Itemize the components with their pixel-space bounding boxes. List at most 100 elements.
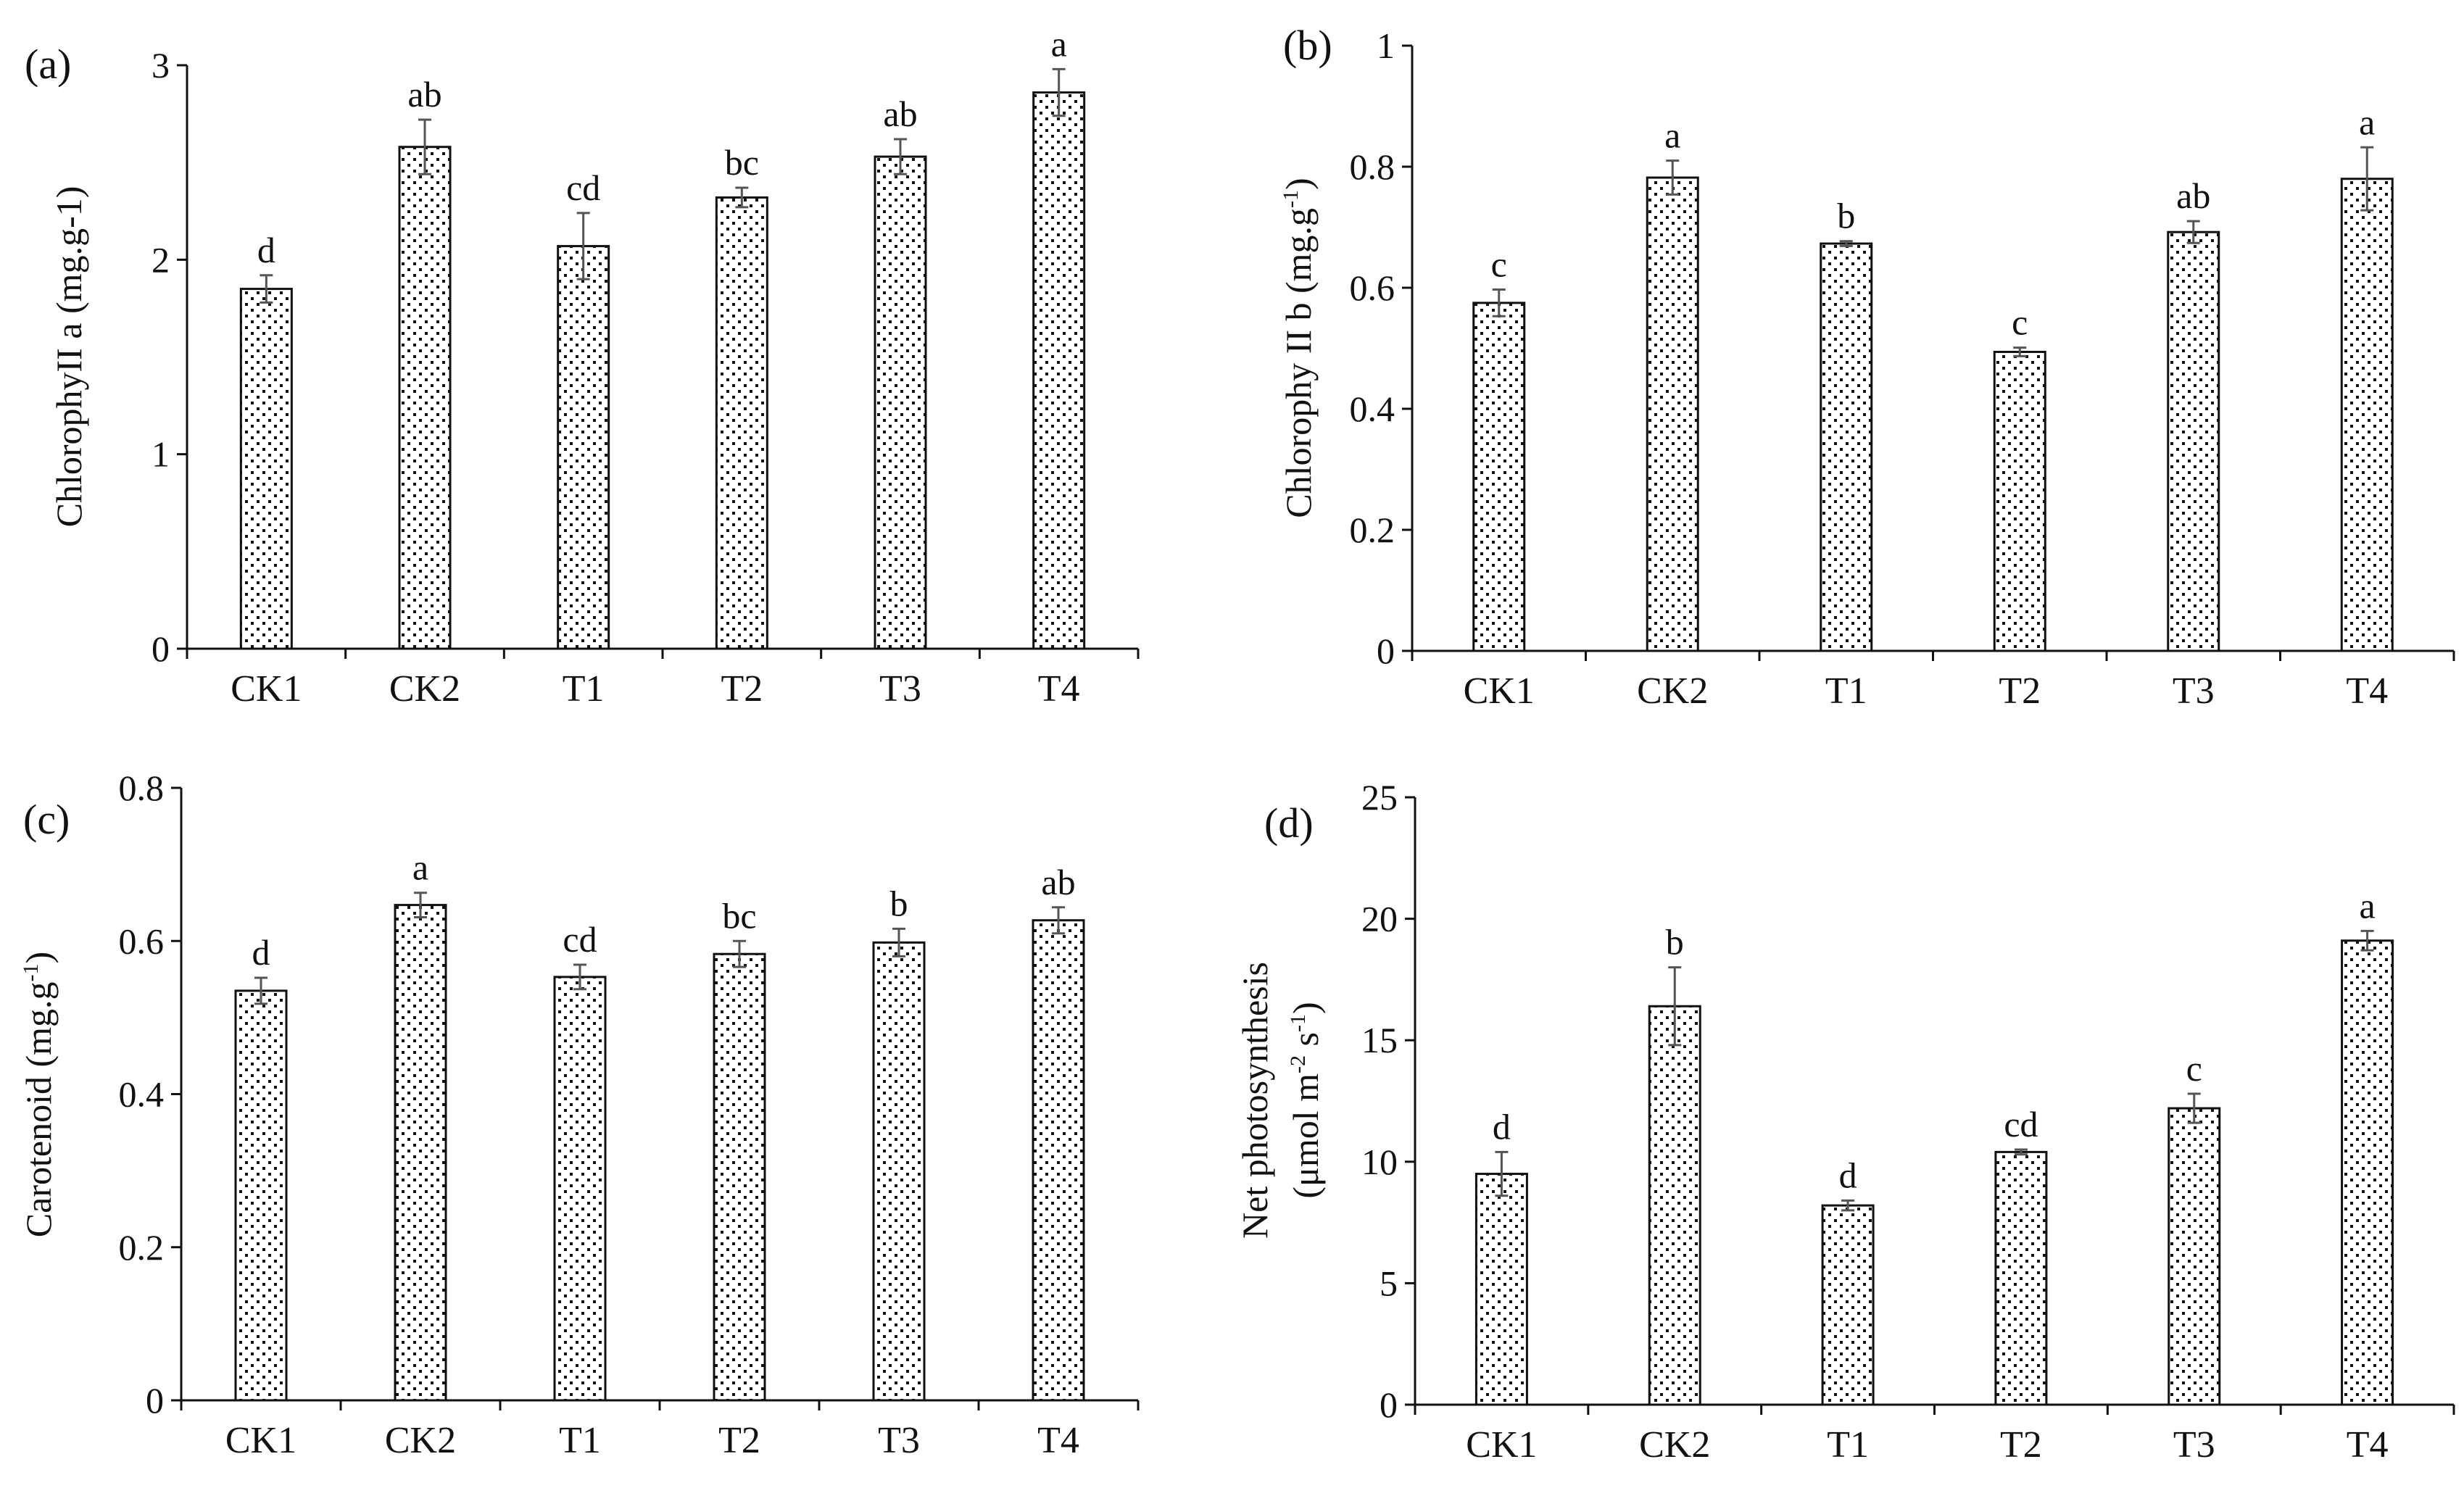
panel-label: (c)	[23, 796, 70, 843]
bar	[2167, 230, 2220, 652]
x-tick-label: CK2	[389, 668, 460, 710]
bar	[1994, 1150, 2048, 1406]
significance-label: a	[1051, 23, 1067, 64]
y-tick-label: 0.8	[119, 768, 165, 808]
significance-label: c	[2186, 1048, 2202, 1089]
significance-label: d	[252, 932, 270, 973]
y-tick-label: 3	[152, 45, 170, 86]
x-tick-label: T4	[1038, 668, 1080, 710]
axis-title-superscript: -1	[19, 963, 43, 981]
y-tick-label: 0	[146, 1380, 164, 1421]
bar	[1032, 91, 1086, 650]
y-axis-title: Net photosynthesis	[1235, 962, 1275, 1239]
y-tick-label: 1	[1377, 25, 1395, 66]
x-tick-label: T3	[2173, 1424, 2215, 1466]
significance-label: ab	[2176, 175, 2210, 216]
significance-label: b	[890, 883, 908, 923]
y-axis-title: ChlorophyII a (mg.g-1)	[49, 186, 89, 528]
y-tick-label: 0	[1380, 1384, 1398, 1425]
significance-label: bc	[722, 895, 756, 936]
panel-label: (b)	[1283, 22, 1332, 69]
y-tick-label: 0.8	[1350, 146, 1395, 187]
x-tick-label: CK1	[231, 668, 302, 710]
x-tick-label: CK1	[1466, 1424, 1537, 1466]
bar	[2341, 939, 2394, 1406]
bar	[239, 288, 293, 650]
y-tick-label: 5	[1380, 1263, 1398, 1303]
y-tick-label: 0.6	[119, 921, 165, 961]
significance-label: a	[412, 847, 428, 888]
y-tick-label: 2	[152, 239, 170, 280]
x-tick-label: T4	[1037, 1420, 1079, 1461]
bar	[1474, 1173, 1528, 1406]
bar	[872, 941, 926, 1402]
bar	[1646, 176, 1699, 652]
significance-label: cd	[566, 167, 600, 208]
x-tick-label: T2	[2000, 1424, 2042, 1466]
bar	[1820, 242, 1873, 652]
significance-label: b	[1837, 196, 1855, 236]
y-tick-label: 15	[1361, 1020, 1398, 1060]
significance-label: cd	[2004, 1104, 2038, 1144]
y-axis-title: Carotenoid (mg.g-1)	[18, 952, 59, 1237]
bar	[715, 196, 768, 650]
axis-title-superscript: -1	[1279, 190, 1303, 208]
x-tick-label: CK1	[225, 1420, 296, 1461]
x-tick-label: T3	[879, 668, 921, 710]
significance-label: a	[1664, 115, 1680, 156]
significance-label: a	[2359, 101, 2375, 142]
significance-label: d	[257, 230, 275, 270]
chart-panel: (a) 0 1 2 3 d CK1 ab CK2 cd T1 bc T2 ab T3 a T4 Chlorophy…	[25, 23, 1140, 710]
y-tick-label: 25	[1361, 777, 1398, 818]
significance-label: ab	[407, 74, 441, 115]
bar	[874, 155, 927, 650]
y-tick-label: 10	[1361, 1142, 1398, 1182]
bar	[1032, 919, 1085, 1402]
bar	[234, 989, 288, 1402]
y-tick-label: 0	[1377, 631, 1395, 671]
x-tick-label: T1	[563, 668, 605, 710]
significance-label: cd	[563, 919, 597, 960]
chart-panel: (d) 0 5 10 15 20 25 d CK1 b CK2 d T1 cd T2 c T3 a T4 Net ph…	[1235, 777, 2455, 1466]
bar	[557, 245, 610, 650]
x-tick-label: T2	[718, 1420, 760, 1461]
x-tick-label: CK2	[1639, 1424, 1710, 1466]
x-tick-label: T4	[2347, 1424, 2389, 1466]
x-tick-label: T3	[878, 1420, 920, 1461]
panel-label: (a)	[25, 41, 71, 88]
x-tick-label: CK1	[1464, 670, 1535, 712]
y-axis-title: Chlorophy II b (mg.g-1)	[1278, 178, 1319, 518]
significance-label: ab	[883, 94, 917, 134]
axis-title-superscript: -1	[1286, 1014, 1310, 1032]
significance-label: d	[1839, 1155, 1857, 1195]
y-tick-label: 1	[152, 434, 170, 475]
chart-panel: (c) 0 0.2 0.4 0.6 0.8 d CK1 a CK2 cd T1 bc T2 b T3 ab T4 C…	[18, 768, 1140, 1461]
x-tick-label: T2	[1999, 670, 2041, 712]
x-tick-label: T1	[1827, 1424, 1869, 1466]
axis-title-superscript: -2	[1286, 1055, 1310, 1073]
significance-label: ab	[1041, 862, 1075, 902]
chart-panel: (b) 0 0.2 0.4 0.6 0.8 1 c CK1 a CK2 b T1 c T2 ab T3 a T4 Ch…	[1278, 22, 2455, 712]
y-tick-label: 0.4	[119, 1074, 165, 1115]
x-tick-label: T1	[1825, 670, 1867, 712]
bar	[1648, 1005, 1701, 1406]
bar	[394, 904, 447, 1402]
significance-label: d	[1493, 1106, 1511, 1147]
y-tick-label: 0.6	[1350, 267, 1395, 308]
bar	[2340, 178, 2394, 652]
significance-label: c	[2012, 302, 2028, 343]
bar	[2168, 1107, 2221, 1406]
bar	[1472, 302, 1526, 652]
y-tick-label: 0.2	[119, 1227, 165, 1268]
y-tick-label: 20	[1361, 899, 1398, 939]
significance-label: c	[1491, 244, 1507, 285]
x-tick-label: T4	[2346, 670, 2388, 712]
bar	[553, 976, 607, 1402]
y-tick-label: 0.2	[1350, 510, 1395, 550]
panel-label: (d)	[1264, 799, 1314, 847]
x-tick-label: T3	[2173, 670, 2215, 712]
x-tick-label: T2	[721, 668, 763, 710]
x-tick-label: CK2	[1637, 670, 1708, 712]
significance-label: a	[2359, 885, 2375, 926]
x-tick-label: CK2	[385, 1420, 456, 1461]
